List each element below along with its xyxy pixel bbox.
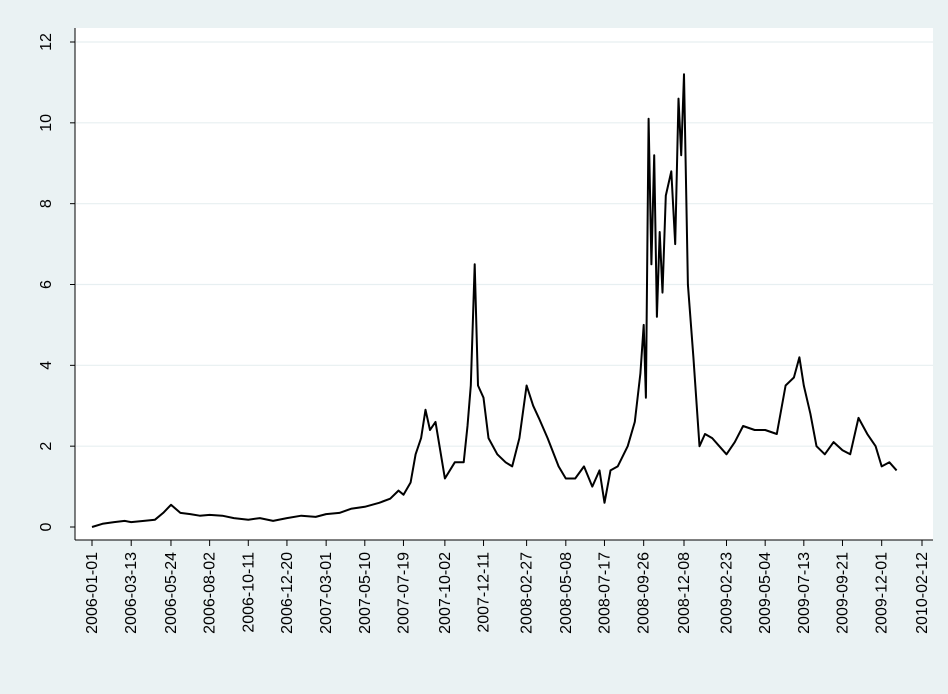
y-tick-label: 4 bbox=[38, 361, 55, 370]
series-group bbox=[91, 73, 898, 528]
x-tick-label: 2006-03-13 bbox=[123, 552, 140, 634]
y-tick-label: 0 bbox=[38, 522, 55, 531]
x-tick-label: 2009-02-23 bbox=[719, 552, 736, 634]
y-tick-label: 12 bbox=[38, 33, 55, 51]
y-tick-label: 10 bbox=[38, 114, 55, 132]
x-tick-label: 2006-05-24 bbox=[163, 552, 180, 634]
x-tick-label: 2007-07-19 bbox=[395, 552, 412, 634]
y-axis: 0 2 4 6 8 10 12 bbox=[38, 33, 75, 531]
x-tick-label: 2006-10-11 bbox=[240, 552, 257, 633]
x-tick-label: 2007-12-11 bbox=[476, 552, 493, 633]
x-tick-label: 2007-03-01 bbox=[318, 552, 335, 634]
y-tick-label: 2 bbox=[38, 442, 55, 451]
x-tick-label: 2006-01-01 bbox=[84, 552, 101, 634]
x-tick-label: 2009-05-04 bbox=[757, 552, 774, 634]
x-tick-label: 2008-07-17 bbox=[596, 552, 613, 634]
x-tick-label: 2008-05-08 bbox=[558, 552, 575, 634]
x-tick-label: 2008-12-08 bbox=[676, 552, 693, 634]
x-tick-label: 2006-08-02 bbox=[202, 552, 219, 634]
x-tick-label: 2009-12-01 bbox=[874, 552, 891, 634]
x-axis: 2006-01-01 2006-03-13 2006-05-24 2006-08-02… bbox=[84, 540, 931, 634]
y-tick-label: 6 bbox=[38, 280, 55, 289]
grid-lines bbox=[76, 41, 933, 447]
x-tick-label: 2007-05-10 bbox=[357, 552, 374, 634]
x-tick-label: 2008-09-26 bbox=[636, 552, 653, 634]
x-tick-label: 2008-02-27 bbox=[519, 552, 536, 634]
x-tick-label: 2010-02-12 bbox=[914, 552, 931, 634]
x-tick-label: 2009-09-21 bbox=[834, 552, 851, 634]
x-tick-label: 2007-10-02 bbox=[437, 552, 454, 634]
x-tick-label: 2006-12-20 bbox=[279, 552, 296, 634]
x-tick-label: 2009-07-13 bbox=[796, 552, 813, 634]
series-line bbox=[91, 73, 898, 528]
y-tick-label: 8 bbox=[38, 199, 55, 208]
